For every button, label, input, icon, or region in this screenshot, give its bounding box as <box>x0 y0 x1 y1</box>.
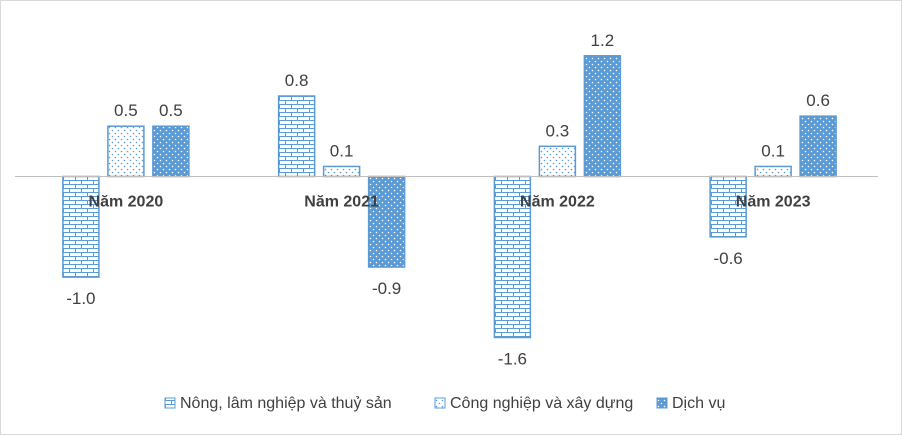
category-label-nam-2020: Năm 2020 <box>89 194 164 211</box>
data-label-dich-vu-nam-2022: 1.2 <box>591 31 615 50</box>
data-label-dich-vu-nam-2021: -0.9 <box>372 279 401 298</box>
legend-swatch-cong-nghiep-va-xay-dung <box>434 397 446 409</box>
bar-cong-nghiep-va-xay-dung-nam-2022 <box>538 145 577 178</box>
bars-layer <box>62 55 837 339</box>
bar-cong-nghiep-va-xay-dung-nam-2020 <box>107 125 145 178</box>
data-label-cong-nghiep-va-xay-dung-nam-2022: 0.3 <box>546 121 570 140</box>
bar-cong-nghiep-va-xay-dung-nam-2021 <box>322 165 361 178</box>
legend-swatch-nong-lam-nghiep-va-thuy-san <box>164 397 176 409</box>
legend-label-cong-nghiep-va-xay-dung: Công nghiệp và xây dựng <box>450 395 633 412</box>
data-label-nong-lam-nghiep-va-thuy-san-nam-2020: -1.0 <box>66 289 95 308</box>
legend: Nông, lâm nghiệp và thuỷ sản Công nghiệp … <box>164 395 725 412</box>
legend-item-nong-lam-nghiep-va-thuy-san: Nông, lâm nghiệp và thuỷ sản <box>164 395 392 412</box>
legend-label-dich-vu: Dịch vụ <box>672 395 725 412</box>
data-label-cong-nghiep-va-xay-dung-nam-2021: 0.1 <box>330 141 354 160</box>
legend-item-dich-vu: Dịch vụ <box>656 395 725 412</box>
bar-dich-vu-nam-2023 <box>799 115 837 178</box>
data-label-nong-lam-nghiep-va-thuy-san-nam-2021: 0.8 <box>285 71 309 90</box>
data-label-dich-vu-nam-2020: 0.5 <box>159 101 183 120</box>
bar-nong-lam-nghiep-va-thuy-san-nam-2020 <box>62 175 100 278</box>
category-label-nam-2023: Năm 2023 <box>736 194 811 211</box>
bar-nong-lam-nghiep-va-thuy-san-nam-2022 <box>493 175 532 339</box>
data-label-dich-vu-nam-2023: 0.6 <box>806 91 830 110</box>
bar-nong-lam-nghiep-va-thuy-san-nam-2021 <box>277 95 316 178</box>
bar-dich-vu-nam-2020 <box>152 125 190 178</box>
data-label-nong-lam-nghiep-va-thuy-san-nam-2022: -1.6 <box>498 349 527 368</box>
data-label-nong-lam-nghiep-va-thuy-san-nam-2023: -0.6 <box>713 249 742 268</box>
legend-item-cong-nghiep-va-xay-dung: Công nghiệp và xây dựng <box>434 395 633 412</box>
category-label-nam-2022: Năm 2022 <box>520 194 595 211</box>
category-label-nam-2021: Năm 2021 <box>304 194 379 211</box>
data-label-cong-nghiep-va-xay-dung-nam-2020: 0.5 <box>114 101 138 120</box>
legend-swatch-dich-vu <box>656 397 668 409</box>
bar-dich-vu-nam-2022 <box>583 55 622 178</box>
labels-layer: -1.0 0.5 0.5 Năm 2020 0.8 0.1 -0.9 Năm 2021 -1.6… <box>66 31 830 369</box>
bar-dich-vu-nam-2021 <box>367 175 406 268</box>
data-label-cong-nghiep-va-xay-dung-nam-2023: 0.1 <box>761 141 785 160</box>
legend-label-nong-lam-nghiep-va-thuy-san: Nông, lâm nghiệp và thuỷ sản <box>180 395 392 412</box>
bar-cong-nghiep-va-xay-dung-nam-2023 <box>754 165 792 178</box>
